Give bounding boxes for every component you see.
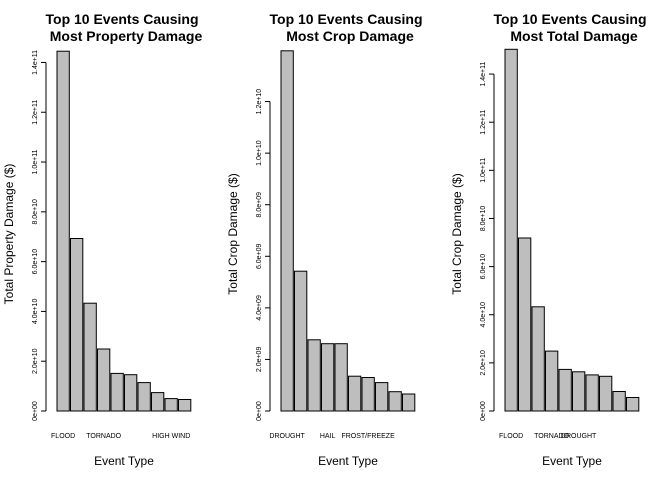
bar-9 xyxy=(164,398,178,412)
y-tick-label: 8.0e+10 xyxy=(480,206,487,232)
bar-9 xyxy=(388,391,402,412)
category-label: DROUGHT xyxy=(269,433,305,440)
category-label: HIGH WIND xyxy=(152,433,190,440)
bar-5 xyxy=(334,343,348,412)
y-tick-label: 6.0e+10 xyxy=(480,254,487,280)
y-tick-label: 4.0e+10 xyxy=(32,299,39,325)
bar-6 xyxy=(348,375,362,412)
y-tick-label: 4.0e+10 xyxy=(480,302,487,328)
y-axis-label: Total Property Damage ($) xyxy=(2,164,16,305)
bar-4 xyxy=(97,348,111,412)
y-tick-label: 8.0e+10 xyxy=(32,199,39,225)
y-tick-label: 1.0e+10 xyxy=(256,140,263,166)
bar-2 xyxy=(70,238,84,412)
bar-10 xyxy=(178,399,192,412)
crop-damage-panel: Top 10 Events Causing Most Crop Damage T… xyxy=(226,11,423,468)
bar-5 xyxy=(110,372,124,412)
x-axis-label: Event Type xyxy=(318,454,378,468)
chart-title-line-2: Most Total Damage xyxy=(510,28,638,44)
bar-10 xyxy=(626,397,640,412)
y-tick-label: 1.4e+11 xyxy=(32,50,39,75)
bar-7 xyxy=(585,374,599,412)
bar-2 xyxy=(518,237,532,412)
bar-7 xyxy=(137,382,151,412)
category-label: HAIL xyxy=(320,433,336,440)
bar-3 xyxy=(307,339,321,412)
y-axis-label: Total Crop Damage ($) xyxy=(450,173,464,294)
category-label: DROUGHT xyxy=(561,433,597,440)
bar-6 xyxy=(572,371,586,412)
y-axis-label: Total Crop Damage ($) xyxy=(226,173,240,294)
category-label: FLOOD xyxy=(51,433,75,440)
y-tick-label: 0e+00 xyxy=(256,401,263,421)
y-tick-label: 2.0e+09 xyxy=(256,347,263,373)
bar-1 xyxy=(504,48,518,412)
category-label: TORNADO xyxy=(534,433,569,440)
y-tick-label: 1.2e+11 xyxy=(480,110,487,135)
y-tick-label: 2.0e+10 xyxy=(480,350,487,376)
bar-8 xyxy=(151,392,165,412)
bar-3 xyxy=(531,306,545,412)
chart-title-line-2: Most Crop Damage xyxy=(286,28,414,44)
x-axis-label: Event Type xyxy=(542,454,602,468)
x-axis-label: Event Type xyxy=(94,454,154,468)
bar-5 xyxy=(558,368,572,412)
y-tick-label: 8.0e+09 xyxy=(256,192,263,218)
y-tick-label: 4.0e+09 xyxy=(256,295,263,321)
y-tick-label: 6.0e+09 xyxy=(256,243,263,269)
chart-title-line-1: Top 10 Events Causing xyxy=(46,11,199,27)
chart-title-line-2: Most Property Damage xyxy=(50,28,203,44)
bar-9 xyxy=(612,391,626,412)
chart-title-line-1: Top 10 Events Causing xyxy=(494,11,647,27)
category-label: FROST/FREEZE xyxy=(341,433,395,440)
bar-1 xyxy=(280,50,294,412)
bar-8 xyxy=(375,382,389,412)
y-tick-label: 0e+00 xyxy=(32,401,39,421)
category-label: TORNADO xyxy=(86,433,121,440)
property-damage-panel: Top 10 Events Causing Most Property Dama… xyxy=(2,11,202,468)
y-tick-label: 1.2e+11 xyxy=(32,100,39,125)
y-tick-label: 0e+00 xyxy=(480,401,487,421)
bar-6 xyxy=(124,374,138,412)
total-damage-panel: Top 10 Events Causing Most Total Damage … xyxy=(450,11,647,468)
bar-2 xyxy=(294,270,308,412)
bar-4 xyxy=(321,343,335,412)
bar-1 xyxy=(56,50,70,412)
y-tick-label: 6.0e+10 xyxy=(32,249,39,275)
category-label: FLOOD xyxy=(499,433,523,440)
y-tick-label: 2.0e+10 xyxy=(32,348,39,374)
bar-3 xyxy=(83,302,97,412)
y-tick-label: 1.0e+11 xyxy=(480,158,487,183)
y-tick-label: 1.0e+11 xyxy=(32,149,39,174)
chart-title-line-1: Top 10 Events Causing xyxy=(270,11,423,27)
y-tick-label: 1.2e+10 xyxy=(256,89,263,115)
bar-10 xyxy=(402,393,416,412)
bar-8 xyxy=(599,375,613,412)
y-tick-label: 1.4e+11 xyxy=(480,62,487,87)
bar-4 xyxy=(545,350,559,412)
bar-7 xyxy=(361,377,375,412)
